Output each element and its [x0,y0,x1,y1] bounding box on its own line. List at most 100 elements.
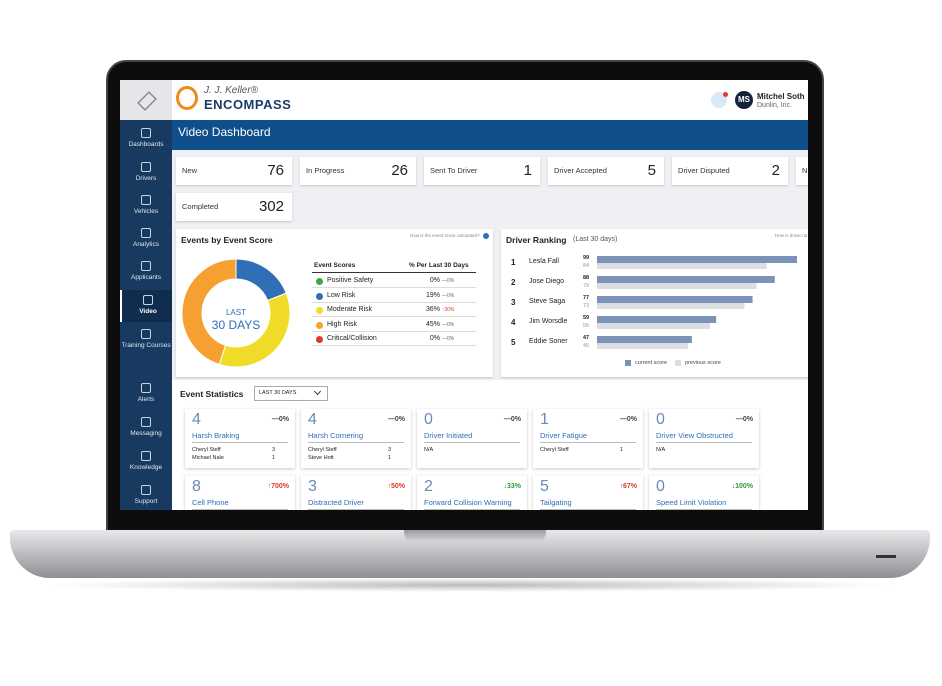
driver-name: Jim Worsdle [529,318,568,325]
nav-item[interactable]: Alerts [120,378,172,410]
status-label: In Progress [306,166,345,175]
stat-card[interactable]: 8 ↑700% Cell Phone [185,476,295,510]
legend-swatch [625,360,631,366]
stat-name: Harsh Braking [192,431,240,440]
help-link[interactable]: How is driver ranking [775,233,808,238]
previous-bar [597,323,711,329]
stat-change: —0% [271,416,289,423]
nav-label: Support [134,498,158,505]
status-card[interactable]: Driver Accepted 5 [548,157,664,185]
score-icon [316,307,323,314]
status-value: 1 [523,162,532,179]
stat-row-count: 1 [388,455,392,461]
score-name: Critical/Collision [327,335,377,342]
nav-item[interactable]: Knowledge [120,446,172,478]
row-rule [312,301,476,303]
stat-card[interactable]: 5 ↑67% Tailgating [533,476,643,510]
avatar[interactable]: MS [735,91,753,109]
score-change: —0% [442,336,455,342]
score-icon [316,336,323,343]
status-value: 5 [647,162,656,179]
stat-count: 5 [540,478,549,495]
nav-item[interactable]: Messaging [120,412,172,444]
nav-label: Applicants [131,274,161,281]
stat-rule [192,509,288,510]
status-label: Driver Disputed [678,166,730,175]
nav-icon [141,383,151,393]
stat-rule [424,442,520,443]
ranking-bars [597,256,797,349]
nav-item[interactable]: Dashboards [120,123,172,155]
nav-item[interactable]: Video [120,290,172,322]
status-card[interactable]: N [796,157,808,185]
donut-center-bottom: 30 DAYS [211,318,261,332]
current-score: 47 [583,335,590,341]
donut-segment [181,258,237,365]
nav-icon [141,261,151,271]
stat-rule [540,442,636,443]
bell-dot [723,92,728,97]
stat-card[interactable]: 3 ↑50% Distracted Driver [301,476,411,510]
score-name: Low Risk [327,291,356,299]
stat-row-name: N/A [656,447,666,453]
status-card[interactable]: New 76 [176,157,292,185]
score-icon [316,278,323,285]
title-bar: Video Dashboard [172,120,808,150]
status-value: 26 [391,162,408,179]
legend-label: previous score [685,360,721,366]
nav-item[interactable]: Drivers [120,157,172,189]
stat-card[interactable]: 1 —0% Driver Fatigue Cheryl Steff 1 [533,409,643,468]
score-name: Positive Safety [327,277,374,284]
nav-item[interactable]: Training Courses [120,324,172,366]
current-bar [597,316,717,323]
stat-card[interactable]: 0 —0% Driver Initiated N/A [417,409,527,468]
stat-rule [308,442,404,443]
nav-icon [141,128,151,138]
period-dropdown[interactable]: LAST 30 DAYS [254,386,328,401]
current-score: 88 [583,275,590,281]
nav-item[interactable]: Applicants [120,256,172,288]
score-name: High Risk [327,320,357,328]
stat-name: Forward Collision Warning [424,498,512,507]
stat-change: ↑67% [619,483,637,490]
row-rule [312,316,476,317]
score-pct: 19% [425,291,440,299]
stat-count: 4 [308,411,317,428]
status-card[interactable]: Driver Disputed 2 [672,157,788,185]
user-name: Mitchel Soth [757,92,805,101]
score-pct: 0% [429,335,440,342]
nav-item[interactable]: Vehicles [120,190,172,222]
stat-card[interactable]: 4 —0% Harsh Cornering Cheryl Steff 3 Steve Ho… [301,409,411,468]
legend-label: current score [635,360,668,366]
stat-card[interactable]: 4 —0% Harsh Braking Cheryl Steff 3 Michael Na… [185,409,295,468]
stat-rule [192,442,288,443]
status-label: N [802,166,808,175]
nav-item[interactable]: Support [120,480,172,510]
status-card[interactable]: In Progress 26 [300,157,416,185]
status-card[interactable]: Completed 302 [176,193,292,221]
legend-swatch [675,360,681,366]
status-card[interactable]: Sent To Driver 1 [424,157,540,185]
stat-card[interactable]: 0 ↓100% Speed Limit Violation [649,476,759,510]
status-value: 2 [771,162,780,179]
stat-change: ↓100% [731,483,753,490]
nav-item[interactable]: Analytics [120,223,172,255]
score-name: Moderate Risk [327,306,373,313]
nav-label: Vehicles [133,208,159,215]
stat-name: Driver Initiated [424,431,473,440]
nav-label: Training Courses [121,342,171,349]
stat-change: —0% [619,416,637,423]
screen: J. J. Keller® ENCOMPASS MS Mitchel Soth Dunl… [120,80,808,510]
nav-icon [141,329,151,339]
current-score: 99 [583,255,590,261]
stat-row-count: 1 [620,447,624,453]
help-link[interactable]: How is the event score calculated? [410,233,480,238]
previous-score: 73 [583,303,590,309]
nav-label: Drivers [135,175,157,182]
stat-card[interactable]: 0 —0% Driver View Obstructed N/A [649,409,759,468]
nav-icon [141,162,151,172]
stat-card[interactable]: 2 ↓33% Forward Collision Warning [417,476,527,510]
nav-label: Analytics [132,241,159,248]
previous-score: 45 [583,343,590,349]
score-pct: 45% [425,320,440,328]
